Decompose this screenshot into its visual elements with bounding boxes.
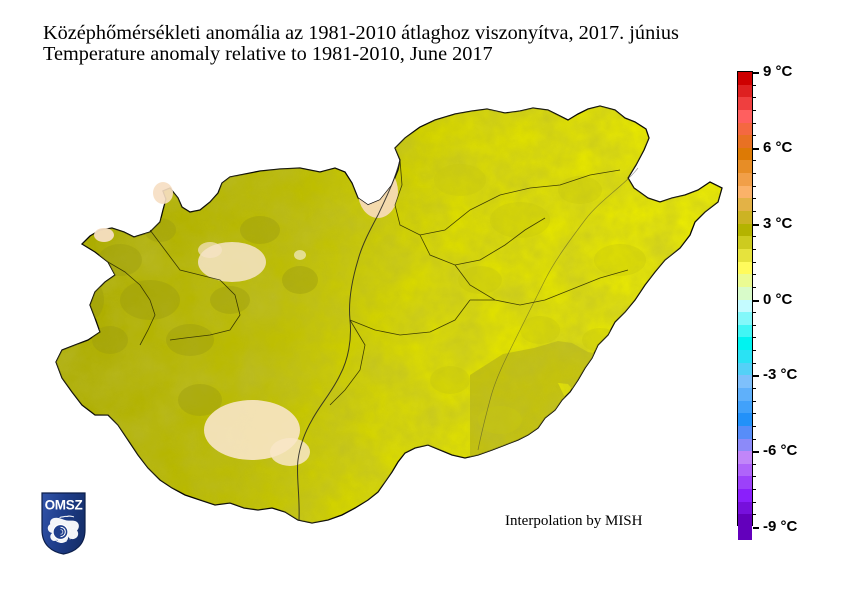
svg-text:OMSZ: OMSZ	[45, 498, 83, 513]
